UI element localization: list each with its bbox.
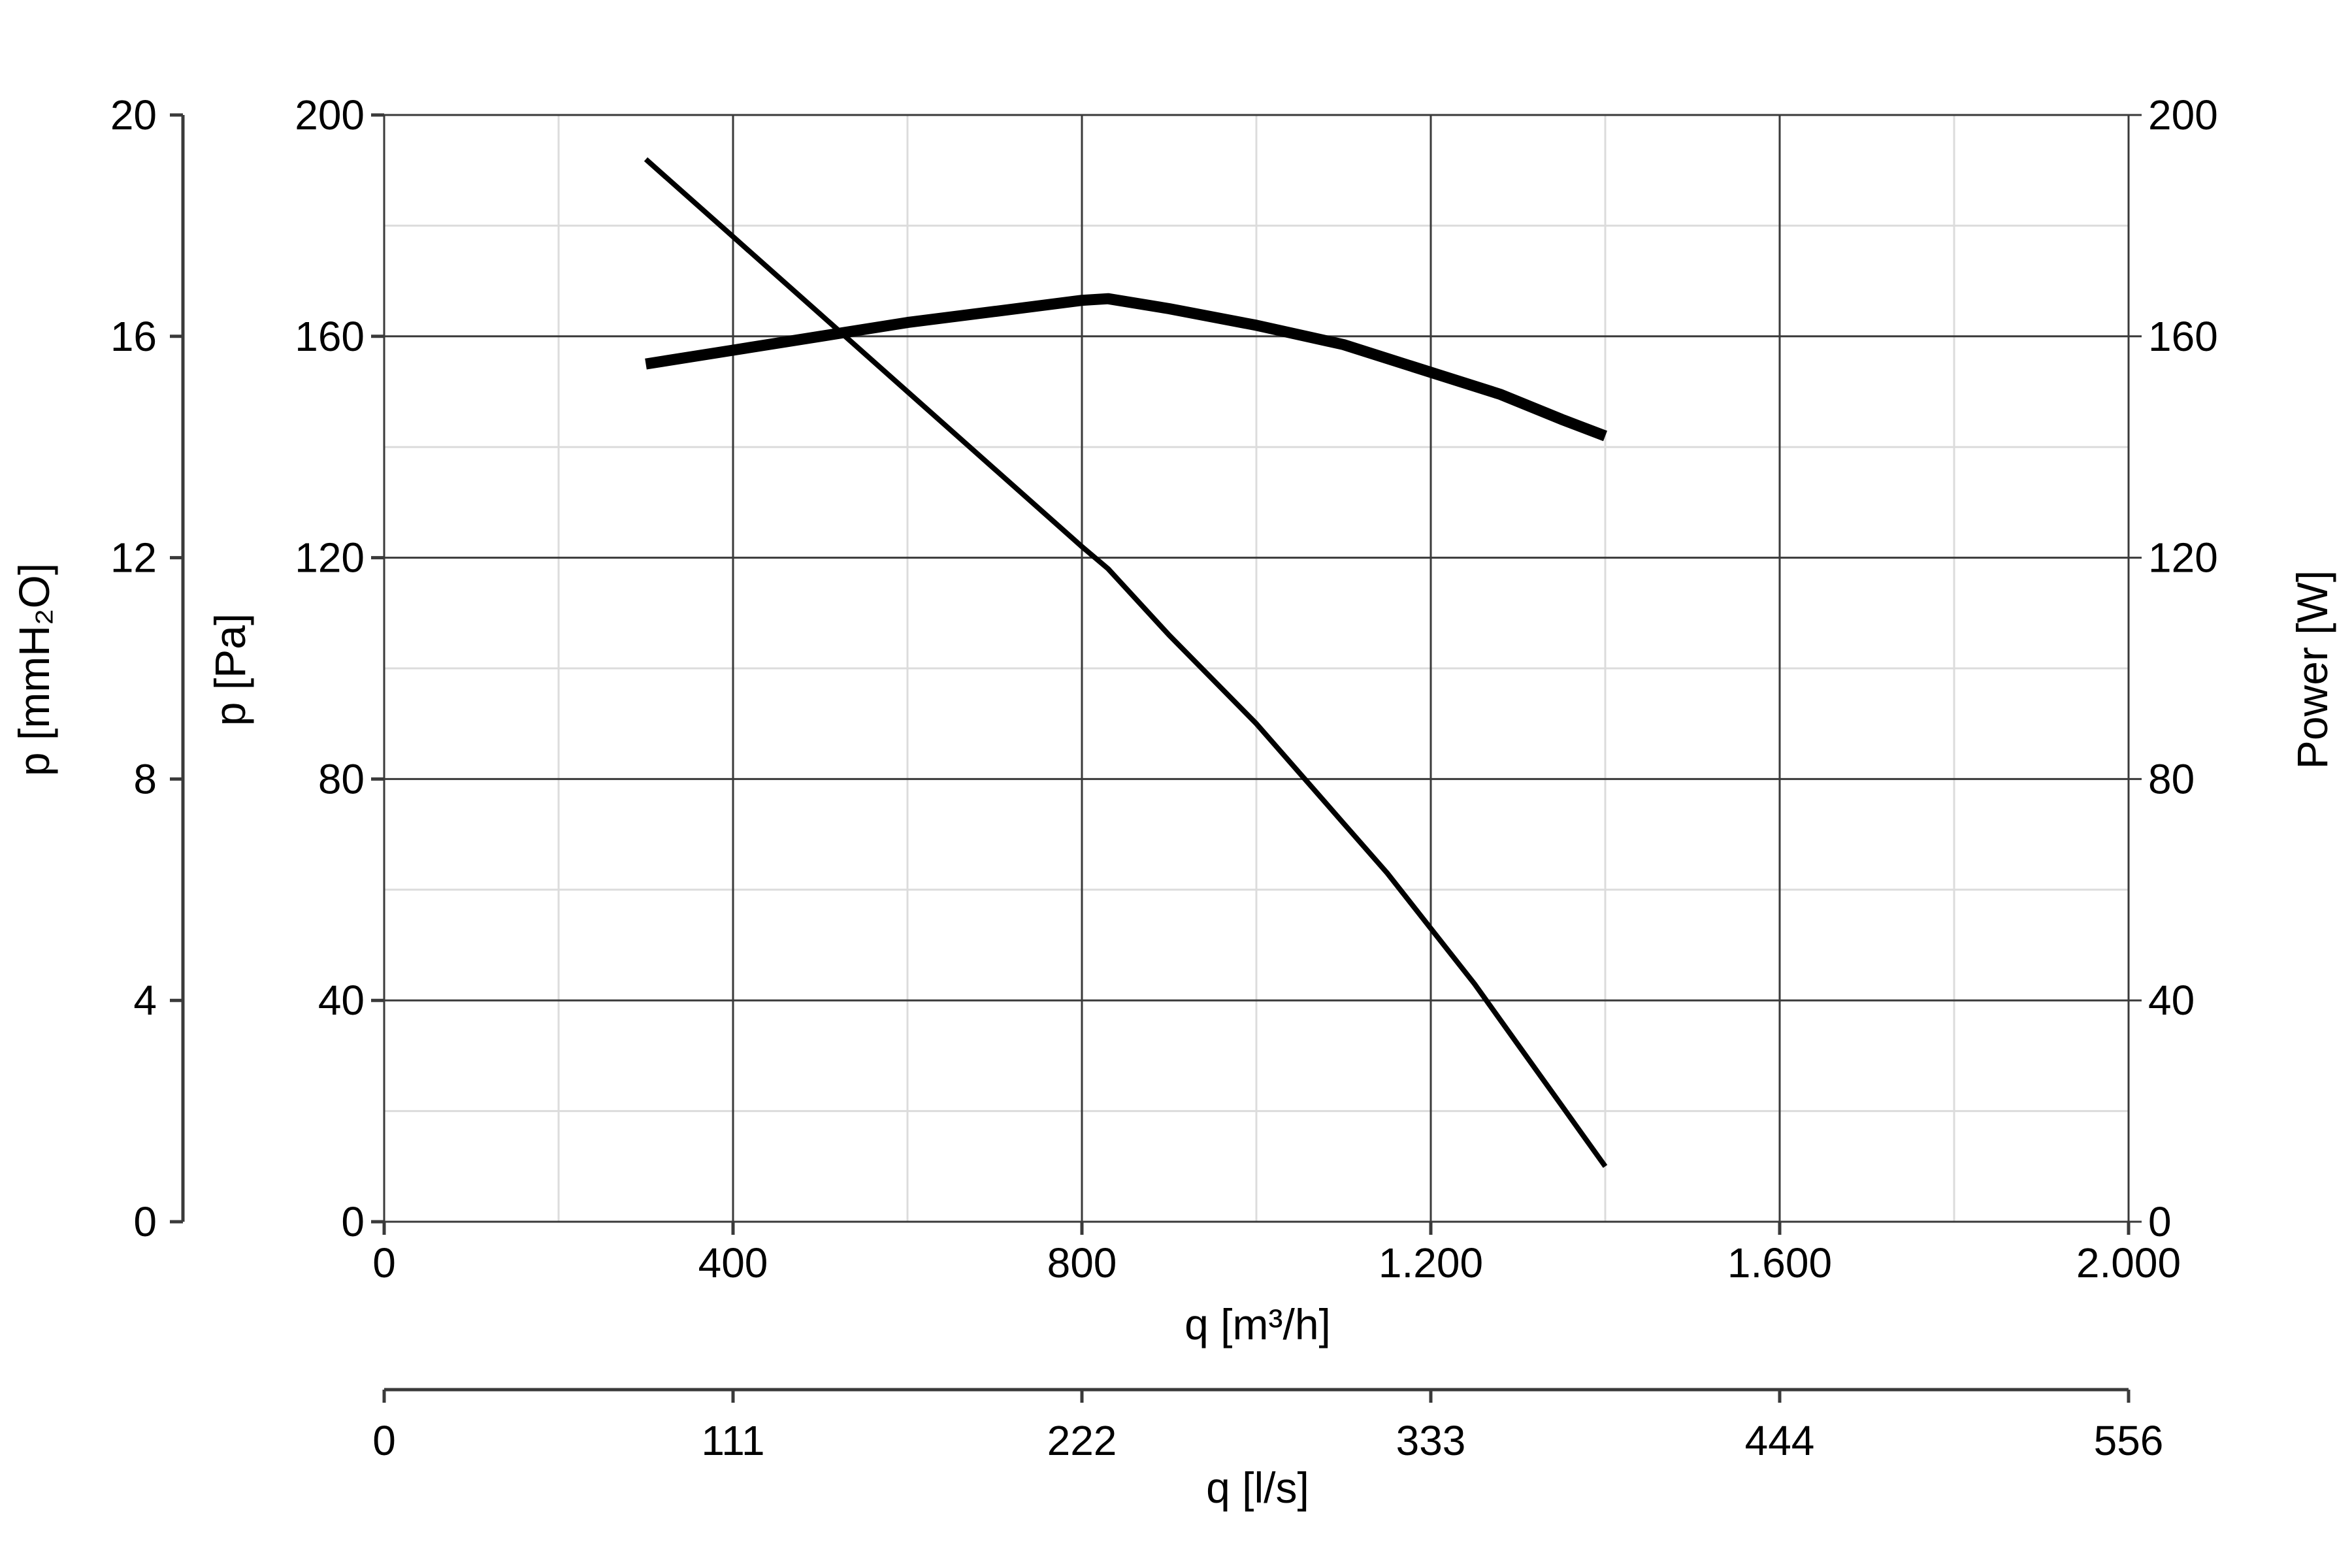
x-axis-title: q [m³/h]	[1184, 1300, 1331, 1348]
y-right-tick-label: 0	[2148, 1198, 2172, 1245]
y-right-tick-label: 160	[2148, 313, 2218, 360]
x-tick-label: 1.600	[1727, 1239, 1832, 1286]
y-outer-tick-label: 20	[110, 91, 157, 139]
grid	[383, 114, 2142, 1223]
x-tick-label: 400	[698, 1239, 768, 1286]
y-tick-label: 40	[318, 977, 365, 1024]
pressure-curve	[644, 157, 1608, 1168]
x2-tick-label: 444	[1745, 1417, 1815, 1464]
y-outer-tick-label: 8	[133, 755, 157, 802]
x-tick-label: 0	[372, 1239, 396, 1286]
y-right-tick-label: 40	[2148, 977, 2195, 1024]
y-outer-tick-label: 4	[133, 977, 157, 1024]
x-tick-label: 800	[1047, 1239, 1117, 1286]
series	[644, 157, 1608, 1168]
x2-axis-title: q [l/s]	[1206, 1463, 1309, 1512]
x2-tick-label: 333	[1396, 1417, 1466, 1464]
y-axis-title: p [Pa]	[206, 613, 254, 726]
axes	[170, 113, 2131, 1403]
x2-tick-label: 222	[1047, 1417, 1117, 1464]
y-right-tick-label: 80	[2148, 755, 2195, 802]
y-tick-label: 120	[295, 534, 365, 581]
power-curve	[645, 293, 1608, 442]
y-right-tick-label: 120	[2148, 534, 2218, 581]
x2-tick-label: 111	[701, 1417, 764, 1464]
y-tick-label: 160	[295, 313, 365, 360]
x-tick-label: 1.200	[1379, 1239, 1483, 1286]
x2-tick-label: 0	[372, 1417, 396, 1464]
y-tick-label: 80	[318, 755, 365, 802]
y-outer-tick-label: 16	[110, 313, 157, 360]
y-tick-label: 200	[295, 91, 365, 139]
x2-tick-label: 556	[2094, 1417, 2164, 1464]
y-outer-tick-label: 0	[133, 1198, 157, 1245]
y-right-tick-label: 200	[2148, 91, 2218, 139]
y-outer-axis-title: p [mmH₂O]	[10, 563, 58, 776]
y-tick-label: 0	[341, 1198, 365, 1245]
y-outer-tick-label: 12	[110, 534, 157, 581]
y-right-axis-title: Power [W]	[2288, 570, 2336, 769]
x-tick-label: 2.000	[2076, 1239, 2181, 1286]
